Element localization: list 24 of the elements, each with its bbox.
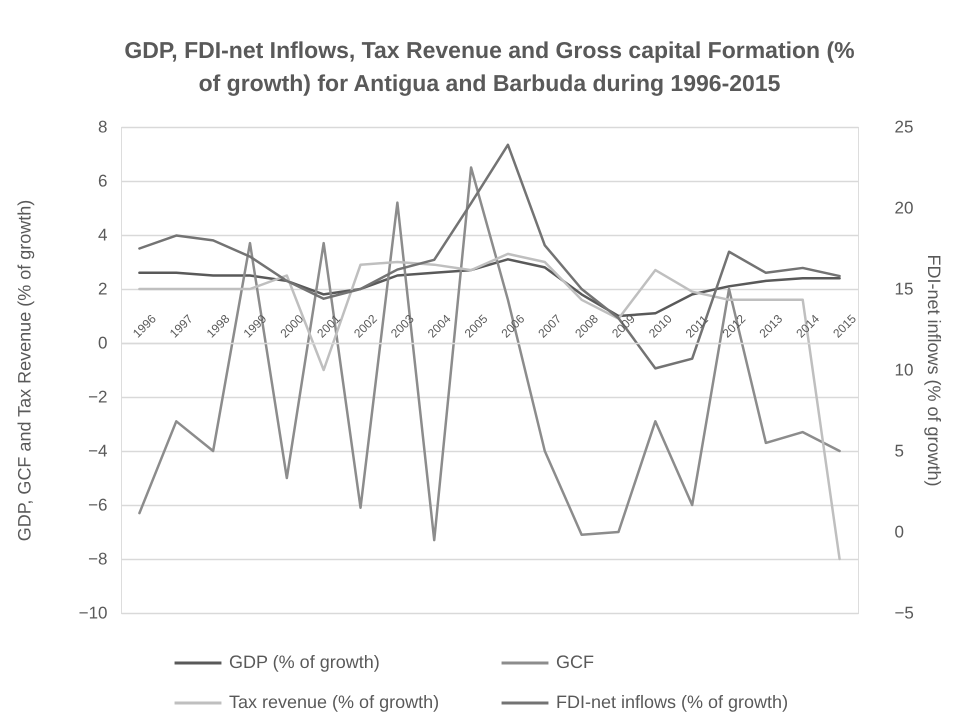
legend-label: FDI-net inflows (% of growth) — [556, 692, 788, 712]
y-tick-label: −4 — [88, 442, 108, 460]
y-axis-title: GDP, GCF and Tax Revenue (% of growth) — [14, 200, 35, 542]
y2-tick-label: −5 — [894, 604, 914, 622]
y-tick-label: 8 — [98, 118, 108, 136]
y2-tick-label: 15 — [894, 280, 914, 298]
y-tick-label: 4 — [98, 226, 108, 244]
y-tick-label: 2 — [98, 280, 108, 298]
y2-tick-label: 0 — [894, 522, 904, 542]
y2-axis-title: FDI-net inflows (% of growth) — [924, 254, 944, 487]
chart-title: GDP, FDI-net Inflows, Tax Revenue and Gross capital Formation (% of growth) for Antigua and Barbuda during 1996-2015 — [124, 37, 855, 96]
y-tick-label: −8 — [88, 550, 108, 568]
y2-tick-label: 10 — [894, 360, 914, 380]
y-tick-label: −2 — [88, 388, 108, 406]
y-tick-label: 6 — [98, 172, 108, 190]
legend-label: GCF — [556, 652, 594, 672]
y2-tick-label: 5 — [894, 442, 904, 460]
y-tick-label: 0 — [98, 334, 108, 352]
legend-label: GDP (% of growth) — [229, 652, 380, 672]
legend-label: Tax revenue (% of growth) — [229, 692, 440, 712]
y2-tick-label: 25 — [894, 118, 914, 136]
y-tick-label: −10 — [78, 604, 108, 622]
y2-tick-label: 20 — [894, 198, 914, 218]
y-tick-label: −6 — [88, 496, 108, 514]
